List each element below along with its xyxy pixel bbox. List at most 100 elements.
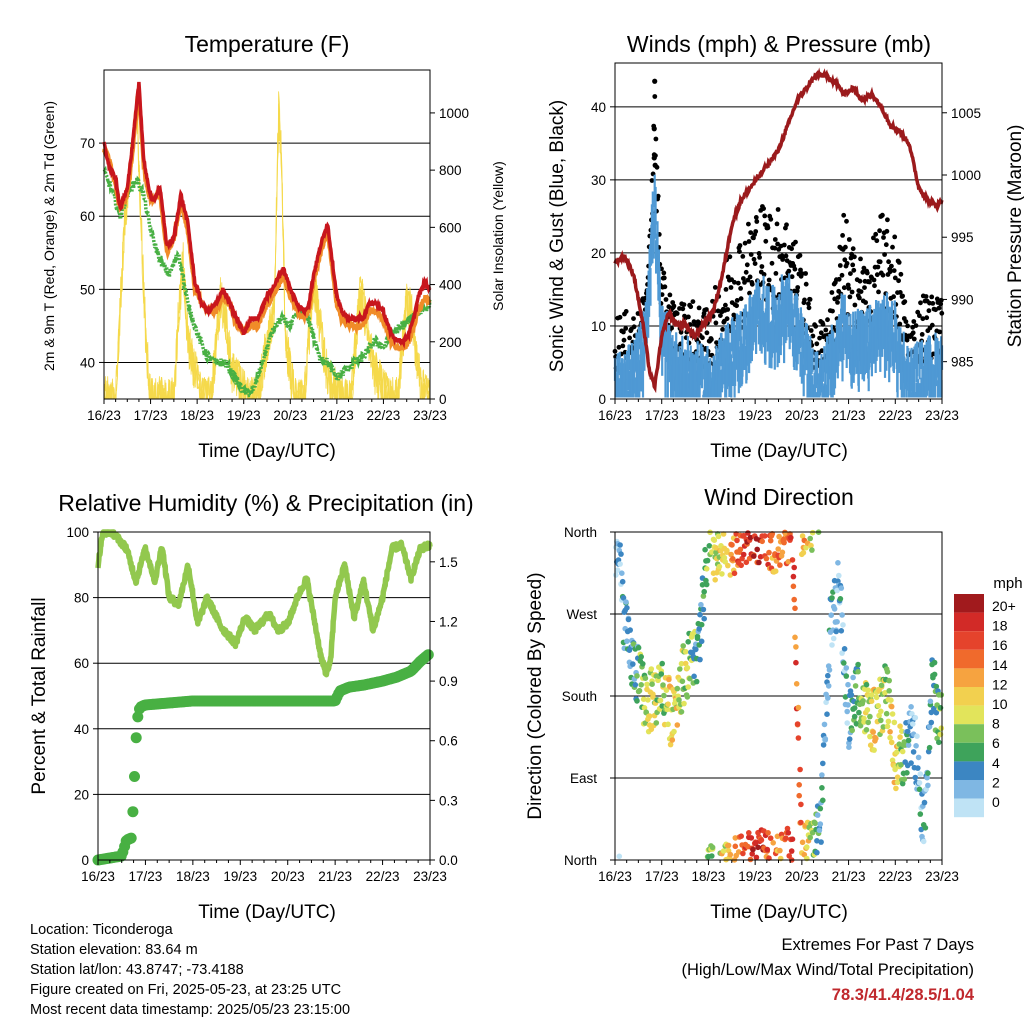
direction-point	[743, 559, 750, 566]
direction-point	[851, 713, 858, 720]
direction-point	[770, 840, 776, 846]
gust-point	[898, 271, 904, 277]
gust-point	[651, 155, 657, 161]
winds-xtick-label: 20/23	[785, 408, 819, 423]
gust-point	[728, 285, 734, 290]
gust-point	[886, 259, 891, 265]
gust-point	[772, 245, 778, 251]
gust-point	[843, 244, 848, 250]
direction-point	[713, 549, 719, 556]
direction-point	[645, 697, 651, 703]
direction-point	[624, 605, 630, 611]
direction-point	[799, 533, 806, 539]
direction-point	[790, 583, 797, 590]
direction-point	[701, 615, 707, 622]
direction-point	[627, 627, 633, 633]
direction-point	[840, 622, 846, 628]
direction-point	[816, 827, 823, 834]
dir-xtick-label: 21/23	[832, 869, 866, 884]
direction-point	[746, 830, 752, 836]
legend-label: 2	[992, 774, 1000, 790]
gust-point	[678, 329, 684, 335]
pressure-line	[613, 67, 944, 394]
direction-point	[855, 668, 861, 675]
direction-point	[835, 560, 841, 566]
temp-xtick-label: 21/23	[320, 408, 354, 423]
gust-point	[783, 253, 789, 259]
direction-point	[697, 611, 703, 618]
direction-point	[706, 543, 713, 549]
gust-point	[651, 126, 657, 132]
direction-point	[829, 595, 835, 601]
winds-ylabel: Sonic Wind & Gust (Blue, Black)	[547, 100, 568, 372]
gust-point	[762, 213, 768, 219]
gust-point	[723, 287, 729, 292]
gust-point	[727, 254, 733, 260]
direction-point	[915, 754, 922, 761]
direction-point	[865, 687, 871, 693]
direction-point	[794, 721, 801, 727]
gust-point	[910, 330, 916, 336]
direction-point	[728, 551, 734, 558]
direction-point	[894, 749, 900, 755]
direction-point	[912, 714, 919, 721]
direction-point	[908, 760, 914, 766]
direction-point	[851, 705, 858, 711]
direction-point	[839, 612, 845, 618]
gust-point	[872, 283, 877, 289]
dir-ytick-label: West	[566, 607, 597, 622]
gust-point	[807, 297, 813, 302]
direction-point	[758, 837, 765, 843]
gust-point	[749, 281, 755, 287]
direction-point	[905, 737, 912, 744]
gust-point	[861, 265, 867, 271]
legend-label: 4	[992, 755, 1000, 771]
direction-point	[867, 742, 874, 748]
direction-point	[915, 765, 921, 771]
direction-point	[709, 549, 715, 555]
direction-point	[821, 721, 828, 728]
temperature-panel: Temperature (F) Time (Day/UTC) 2m & 9m T…	[41, 31, 506, 462]
direction-point	[617, 561, 623, 567]
direction-point	[917, 771, 924, 777]
gust-point	[871, 235, 876, 241]
temp-xtick-label: 18/23	[180, 408, 214, 423]
dir-ytick-label: South	[562, 689, 597, 704]
direction-point	[852, 683, 859, 689]
gust-point	[837, 263, 843, 268]
gust-point	[880, 212, 885, 218]
direction-point	[836, 572, 842, 579]
dir-xtick-label: 23/23	[925, 869, 959, 884]
gust-point	[746, 239, 752, 244]
winds-ytick-label: 10	[591, 319, 606, 334]
gust-point	[820, 322, 826, 327]
direction-point	[735, 849, 742, 855]
direction-point	[638, 682, 644, 688]
direction-point	[844, 708, 850, 715]
direction-point	[623, 599, 629, 605]
direction-point	[634, 673, 640, 679]
gust-point	[874, 238, 880, 244]
direction-point	[888, 697, 894, 703]
direction-point	[617, 542, 623, 548]
gust-point	[864, 270, 870, 276]
direction-point	[918, 826, 924, 833]
direction-point	[812, 820, 818, 827]
direction-ylabel: Direction (Colored By Speed)	[525, 572, 546, 819]
direction-point	[933, 709, 940, 716]
location-text: Location: Ticonderoga	[30, 922, 173, 938]
direction-point	[632, 682, 639, 688]
direction-panel: Wind Direction Time (Day/UTC) Direction …	[525, 484, 1023, 923]
legend-label: 20+	[992, 598, 1016, 614]
gust-point	[917, 313, 922, 319]
gust-point	[858, 289, 864, 294]
direction-point	[901, 776, 908, 782]
gust-point	[926, 308, 932, 314]
rh-xtick-label: 21/23	[318, 869, 352, 884]
direction-point	[908, 704, 914, 710]
direction-point	[727, 572, 734, 578]
gust-point	[887, 269, 893, 275]
direction-point	[671, 728, 677, 735]
direction-point	[793, 644, 799, 650]
direction-point	[791, 596, 797, 603]
